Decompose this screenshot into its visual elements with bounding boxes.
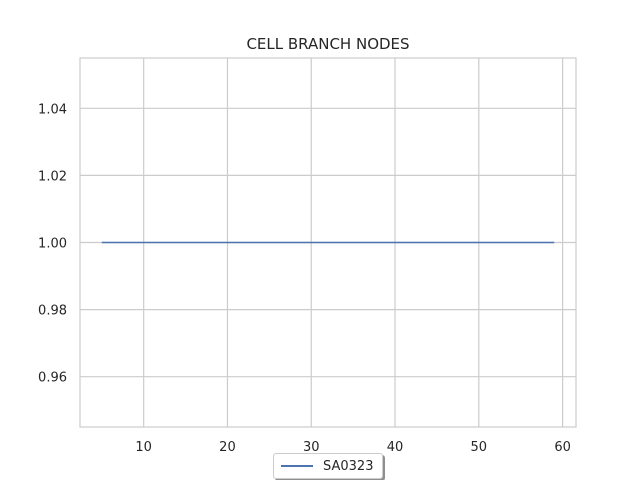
x-tick-label: 20 bbox=[219, 440, 236, 455]
y-axis: 0.96 0.98 1.00 1.02 1.04 bbox=[38, 102, 67, 385]
y-tick-label: 1.00 bbox=[38, 237, 67, 252]
x-axis: 10 20 30 40 50 60 bbox=[135, 440, 570, 455]
chart-title: CELL BRANCH NODES bbox=[246, 35, 409, 53]
x-tick-label: 30 bbox=[303, 440, 320, 455]
y-tick-label: 1.02 bbox=[38, 169, 67, 184]
legend-swatch bbox=[281, 465, 313, 467]
x-tick-label: 60 bbox=[554, 440, 571, 455]
legend-label: SA0323 bbox=[323, 458, 374, 474]
y-tick-label: 0.98 bbox=[38, 304, 67, 319]
x-tick-label: 50 bbox=[471, 440, 488, 455]
y-tick-label: 1.04 bbox=[38, 102, 67, 117]
x-tick-label: 10 bbox=[135, 440, 152, 455]
y-tick-label: 0.96 bbox=[38, 371, 67, 386]
plot-frame bbox=[79, 57, 577, 428]
legend: SA0323 bbox=[273, 453, 383, 479]
x-tick-label: 40 bbox=[387, 440, 404, 455]
